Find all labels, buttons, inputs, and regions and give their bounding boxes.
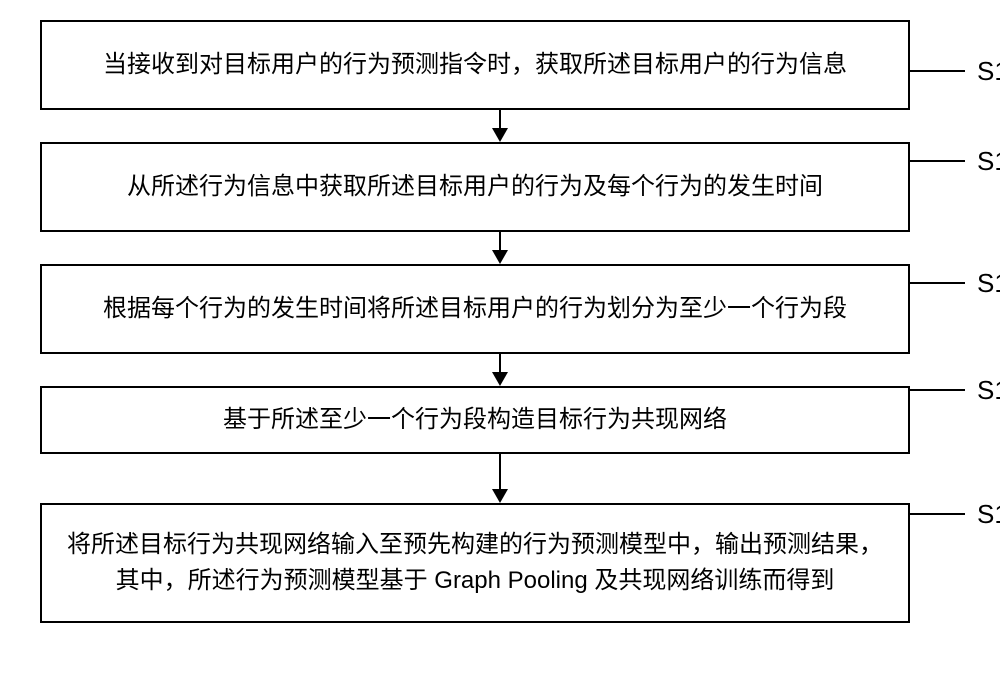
step-label-s14: S14 (977, 499, 1000, 530)
arrow-s11-s12 (65, 232, 935, 264)
label-connector-s11 (910, 160, 965, 162)
label-connector-s14 (910, 513, 965, 515)
step-label-s13: S13 (977, 375, 1000, 406)
arrow-line (499, 232, 501, 250)
step-row-s12: 根据每个行为的发生时间将所述目标用户的行为划分为至少一个行为段 S12 (40, 264, 960, 354)
step-box-s10: 当接收到对目标用户的行为预测指令时，获取所述目标用户的行为信息 (40, 20, 910, 110)
step-text-s10: 当接收到对目标用户的行为预测指令时，获取所述目标用户的行为信息 (103, 47, 847, 83)
arrow-head (492, 128, 508, 142)
step-label-s12: S12 (977, 268, 1000, 299)
arrow-head (492, 372, 508, 386)
arrow-s10-s11 (65, 110, 935, 142)
step-text-s12: 根据每个行为的发生时间将所述目标用户的行为划分为至少一个行为段 (103, 291, 847, 327)
step-row-s13: 基于所述至少一个行为段构造目标行为共现网络 S13 (40, 386, 960, 454)
label-connector-s10 (910, 70, 965, 72)
step-row-s14: 将所述目标行为共现网络输入至预先构建的行为预测模型中，输出预测结果，其中，所述行… (40, 503, 960, 623)
flowchart-container: 当接收到对目标用户的行为预测指令时，获取所述目标用户的行为信息 S10 从所述行… (40, 20, 960, 623)
step-box-s12: 根据每个行为的发生时间将所述目标用户的行为划分为至少一个行为段 (40, 264, 910, 354)
label-connector-s13 (910, 389, 965, 391)
step-row-s10: 当接收到对目标用户的行为预测指令时，获取所述目标用户的行为信息 S10 (40, 20, 960, 110)
step-row-s11: 从所述行为信息中获取所述目标用户的行为及每个行为的发生时间 S11 (40, 142, 960, 232)
step-label-s10: S10 (977, 56, 1000, 87)
arrow-s13-s14 (65, 454, 935, 503)
arrow-line (499, 354, 501, 372)
step-text-s11: 从所述行为信息中获取所述目标用户的行为及每个行为的发生时间 (127, 169, 823, 205)
step-label-s11: S11 (977, 146, 1000, 177)
arrow-line (499, 110, 501, 128)
step-box-s14: 将所述目标行为共现网络输入至预先构建的行为预测模型中，输出预测结果，其中，所述行… (40, 503, 910, 623)
step-box-s11: 从所述行为信息中获取所述目标用户的行为及每个行为的发生时间 (40, 142, 910, 232)
arrow-head (492, 489, 508, 503)
step-text-s14: 将所述目标行为共现网络输入至预先构建的行为预测模型中，输出预测结果，其中，所述行… (62, 527, 888, 599)
arrow-line (499, 454, 501, 489)
step-box-s13: 基于所述至少一个行为段构造目标行为共现网络 (40, 386, 910, 454)
arrow-head (492, 250, 508, 264)
arrow-s12-s13 (65, 354, 935, 386)
step-text-s13: 基于所述至少一个行为段构造目标行为共现网络 (223, 402, 727, 438)
label-connector-s12 (910, 282, 965, 284)
